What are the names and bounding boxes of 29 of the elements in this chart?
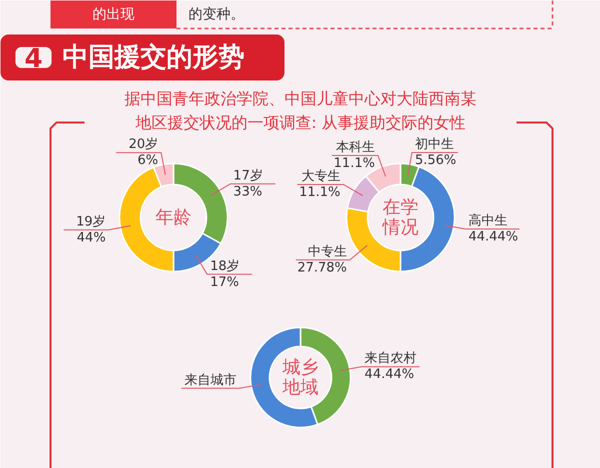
slice-label: 17岁 <box>233 168 263 184</box>
text: 的出现 <box>92 6 134 22</box>
text: 据中国青年政治学院、中国儿童中心对大陆西南某地区援交状况的一项调查: 从事援助交际的女性 <box>124 89 476 132</box>
slice-label: 来自农村 <box>364 351 417 366</box>
text: 城乡地域 <box>282 357 318 398</box>
slice-label: 19岁 <box>76 214 106 230</box>
data-label: 27.78% <box>297 260 347 276</box>
data-label: 17% <box>210 274 240 290</box>
data-label: 44% <box>76 230 106 246</box>
slice-label: 18岁 <box>210 258 240 274</box>
slice-label: 来自城市 <box>184 372 236 388</box>
slice-label: 高中生 <box>468 212 508 228</box>
text: 中国援交的形势 <box>62 42 244 72</box>
data-label: 11.1% <box>299 184 340 200</box>
data-label: 44.44% <box>364 367 414 382</box>
data-label: 6% <box>138 153 158 168</box>
text: 年龄 <box>156 207 192 228</box>
slice-label: 20岁 <box>128 137 158 152</box>
data-label: 33% <box>233 184 262 200</box>
data-label: 44.44% <box>468 229 518 244</box>
slice-label: 大专生 <box>301 168 340 184</box>
text: 在学情况 <box>382 197 418 238</box>
data-label: 11.1% <box>334 156 375 171</box>
slice-label: 中专生 <box>308 244 347 260</box>
data-label: 5.56% <box>414 153 456 168</box>
text: 4 <box>24 44 43 74</box>
slice-label: 初中生 <box>414 137 454 152</box>
text: 的变种。 <box>188 6 244 22</box>
slice-label: 本科生 <box>336 140 375 155</box>
